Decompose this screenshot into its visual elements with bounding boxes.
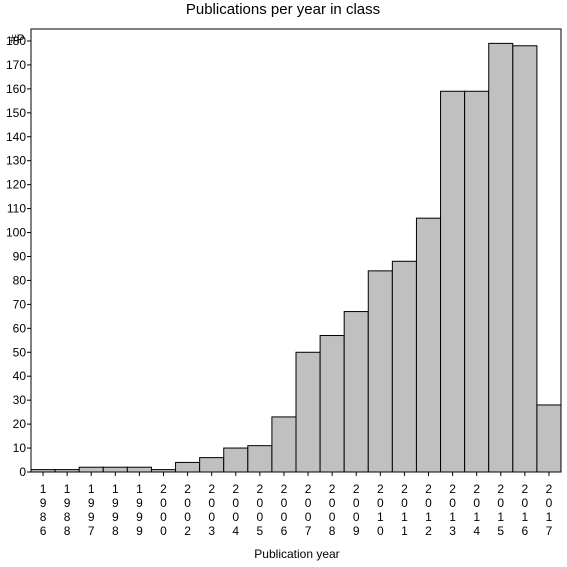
bars-group (30, 42, 562, 473)
bar-2010 (367, 270, 393, 473)
bar-2005 (247, 445, 273, 473)
plot-frame (30, 28, 562, 473)
y-tick-label: 10 (13, 441, 27, 455)
bar-2012 (415, 217, 442, 473)
y-tick-label: 170 (6, 58, 26, 72)
y-tick-label: 50 (13, 345, 27, 359)
y-axis-ticks: 0 10 20 30 40 50 60 70 80 90 100 110 120 130 140 150 160… (6, 34, 31, 479)
chart-title: Publications per year in class (186, 1, 380, 18)
y-tick-label: 140 (6, 130, 26, 144)
bar-2006 (271, 416, 297, 473)
bar-1998 (102, 466, 128, 473)
bar-1999 (126, 466, 152, 473)
y-axis-label: #P (10, 32, 25, 46)
bar-1997 (78, 466, 104, 473)
y-tick-label: 100 (6, 226, 26, 240)
y-tick-label: 40 (13, 369, 27, 383)
x-axis-label: Publication year (254, 547, 339, 561)
y-tick-label: 150 (6, 106, 26, 120)
y-tick-label: 80 (13, 273, 27, 287)
y-tick-label: 60 (13, 321, 27, 335)
bar-2009 (343, 311, 369, 473)
bar-2014 (464, 90, 490, 473)
bar-2008 (319, 335, 345, 473)
y-tick-label: 130 (6, 154, 26, 168)
y-tick-label: 90 (13, 249, 27, 263)
bar-2013 (440, 90, 466, 473)
bar-2015 (488, 42, 514, 473)
y-tick-label: 70 (13, 297, 27, 311)
x-axis-ticks: 1 9 8 6 1 9 8 8 1 9 9 7 1 9 9 8 1 9 9 9 2 0 0 0 2 0 0 2 2 0 0 3 2 0 0 4 2 0 0 5… (40, 472, 553, 538)
y-tick-label: 180 (6, 34, 26, 48)
bar-2002 (175, 461, 201, 473)
y-tick-label: 20 (13, 417, 27, 431)
bar-2007 (295, 351, 321, 473)
bar-2004 (223, 447, 249, 473)
bar-2011 (391, 260, 417, 473)
bar-2003 (199, 457, 225, 473)
y-tick-label: 30 (13, 393, 27, 407)
y-tick-label: 120 (6, 178, 26, 192)
y-tick-label: 160 (6, 82, 26, 96)
y-tick-label: 110 (7, 202, 26, 216)
bar-2016 (512, 45, 538, 473)
y-tick-label: 0 (19, 465, 26, 479)
bar-2017 (536, 404, 562, 473)
